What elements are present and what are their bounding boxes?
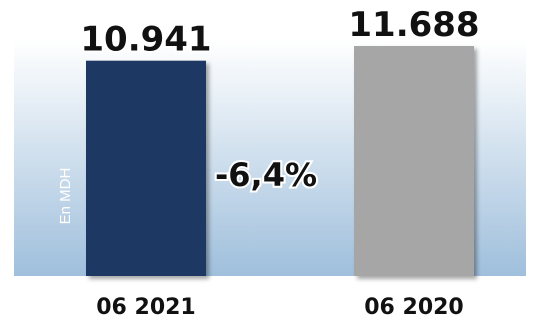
value-label-2021: 10.941	[80, 20, 211, 60]
bars-layer: 10.941 06 2021 11.688 06 2020	[78, 3, 481, 320]
bar-2020	[354, 46, 474, 276]
bar-2021	[86, 60, 206, 276]
value-label-2020: 11.688	[348, 5, 479, 45]
unit-label: En MDH	[57, 168, 74, 225]
category-label-2020: 06 2020	[364, 295, 464, 320]
category-label-2021: 06 2021	[96, 295, 196, 320]
change-label: -6,4%	[215, 156, 317, 194]
